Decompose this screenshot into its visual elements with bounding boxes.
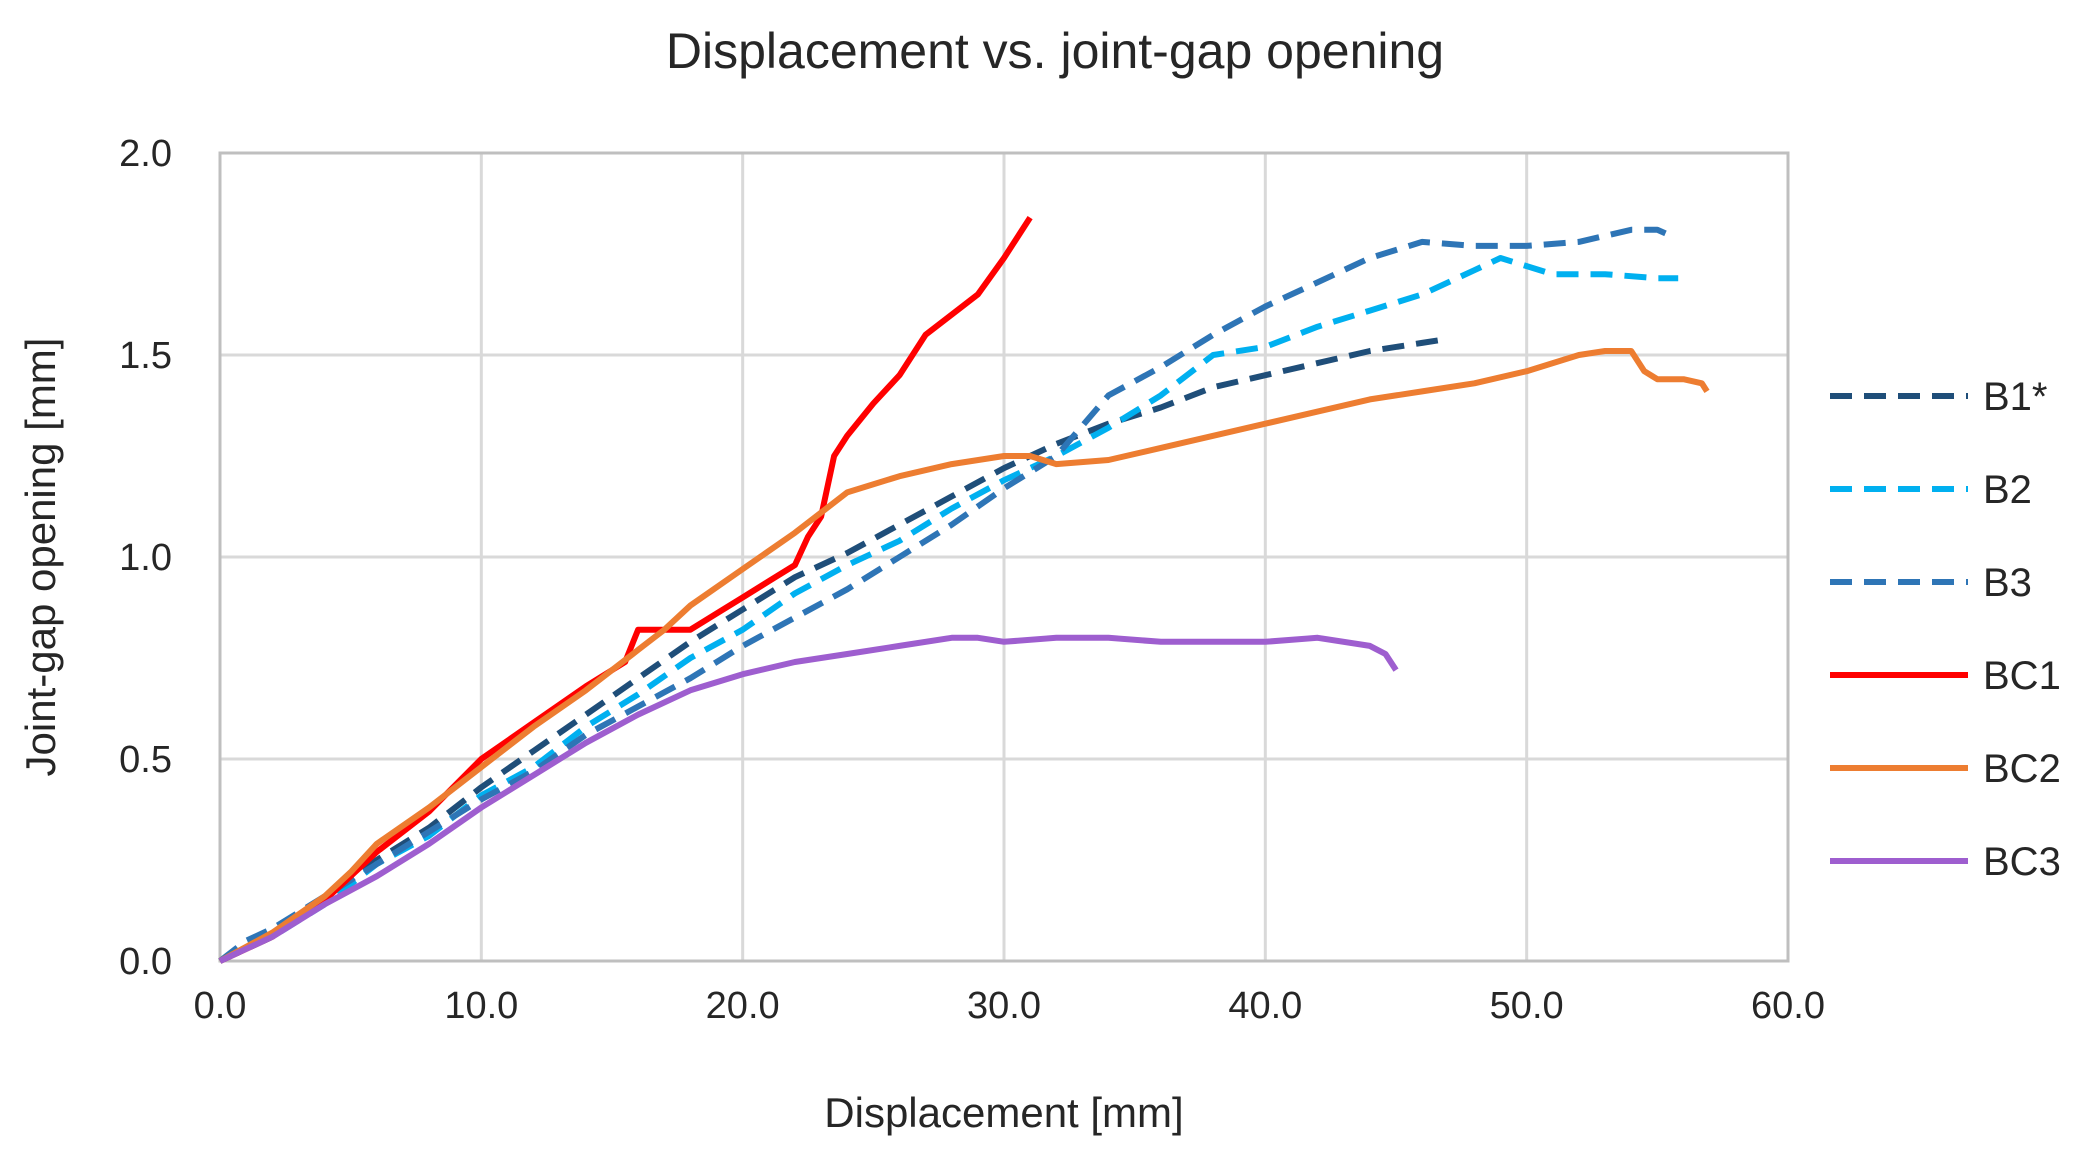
series-layer (218, 215, 1710, 964)
legend-label: B1* (1983, 375, 2048, 419)
legend-label: B3 (1983, 561, 2032, 605)
y-axis-title: Joint-gap opening [mm] (17, 338, 64, 777)
plot-area (218, 151, 1790, 963)
y-tick-label: 1.0 (119, 537, 172, 579)
legend-label: BC1 (1983, 654, 2061, 698)
grid (218, 151, 1790, 963)
y-tick-label: 1.5 (119, 335, 172, 377)
x-tick-label: 60.0 (1751, 985, 1825, 1027)
legend-label: BC2 (1983, 747, 2061, 791)
y-tick-labels: 0.0 0.5 1.0 1.5 2.0 (119, 133, 172, 983)
x-tick-label: 0.0 (194, 985, 247, 1027)
x-tick-label: 20.0 (706, 985, 780, 1027)
legend-label: B2 (1983, 468, 2032, 512)
chart-title: Displacement vs. joint-gap opening (666, 23, 1444, 79)
y-tick-label: 0.5 (119, 739, 172, 781)
x-axis-title: Displacement [mm] (824, 1089, 1183, 1136)
series-line-b3 (218, 226, 1677, 964)
x-tick-label: 30.0 (967, 985, 1041, 1027)
series-line-b2 (218, 255, 1679, 964)
x-tick-label: 50.0 (1490, 985, 1564, 1027)
legend-label: BC3 (1983, 840, 2061, 884)
series-line-bc2 (218, 348, 1710, 964)
x-tick-label: 40.0 (1228, 985, 1302, 1027)
series-line-bc1 (218, 215, 1033, 964)
x-tick-labels: 0.0 10.0 20.0 30.0 40.0 50.0 60.0 (194, 985, 1825, 1027)
series-line-bc3 (218, 634, 1399, 964)
y-tick-label: 0.0 (119, 941, 172, 983)
legend: B1* B2 B3 BC1 BC2 BC3 (1830, 375, 2061, 884)
y-tick-label: 2.0 (119, 133, 172, 175)
series-line-b1 (218, 335, 1449, 964)
x-tick-label: 10.0 (444, 985, 518, 1027)
